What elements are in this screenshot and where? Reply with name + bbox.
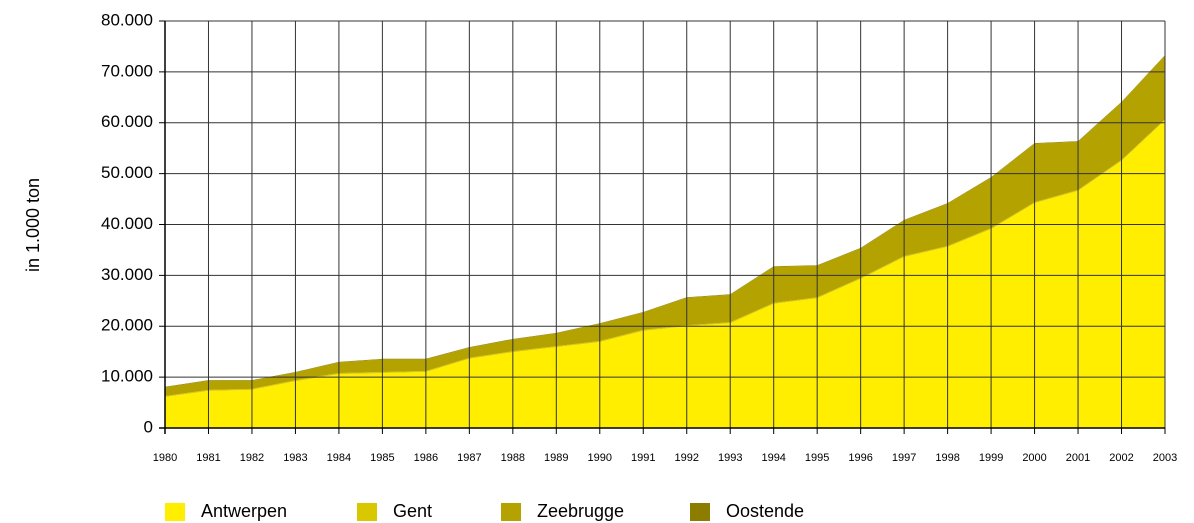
legend-label: Oostende	[726, 501, 804, 521]
x-tick-label: 1999	[979, 452, 1003, 464]
area	[165, 55, 1165, 396]
x-tick-label: 2002	[1109, 452, 1133, 464]
y-axis-label: in 1.000 ton	[23, 178, 43, 272]
x-tick-label: 1990	[588, 452, 612, 464]
x-tick-label: 2003	[1153, 452, 1177, 464]
y-tick-label: 70.000	[101, 61, 153, 80]
x-tick-label: 1986	[414, 452, 438, 464]
x-tick-label: 1989	[544, 452, 568, 464]
x-tick-label: 1984	[327, 452, 351, 464]
x-tick-label: 1988	[501, 452, 525, 464]
x-tick-label: 1981	[196, 452, 220, 464]
y-tick-label: 80.000	[101, 10, 153, 29]
x-tick-label: 1982	[240, 452, 264, 464]
x-tick-label: 1998	[935, 452, 959, 464]
x-tick-label: 1992	[674, 452, 698, 464]
legend-swatch	[690, 503, 710, 521]
area	[165, 120, 1165, 429]
x-tick-label: 2001	[1066, 452, 1090, 464]
y-tick-label: 20.000	[101, 316, 153, 335]
y-tick-label: 60.000	[101, 112, 153, 131]
y-tick-label: 50.000	[101, 163, 153, 182]
x-tick-label: 2000	[1022, 452, 1046, 464]
legend-label: Gent	[393, 501, 432, 521]
x-tick-label: 1983	[283, 452, 307, 464]
x-tick-label: 1997	[892, 452, 916, 464]
y-tick-label: 10.000	[101, 367, 153, 386]
legend-swatch	[165, 503, 185, 521]
x-tick-label: 1996	[848, 452, 872, 464]
x-tick-label: 1993	[718, 452, 742, 464]
x-tick-label: 1985	[370, 452, 394, 464]
x-tick-label: 1995	[805, 452, 829, 464]
y-tick-label: 40.000	[101, 214, 153, 233]
y-tick-label: 30.000	[101, 265, 153, 284]
x-tick-label: 1980	[153, 452, 177, 464]
legend-label: Zeebrugge	[537, 501, 624, 521]
x-tick-label: 1994	[761, 452, 785, 464]
x-tick-label: 1991	[631, 452, 655, 464]
y-tick-label: 0	[144, 417, 153, 436]
legend-swatch	[501, 503, 521, 521]
legend-swatch	[357, 503, 377, 521]
x-tick-label: 1987	[457, 452, 481, 464]
legend-label: Antwerpen	[201, 501, 287, 521]
